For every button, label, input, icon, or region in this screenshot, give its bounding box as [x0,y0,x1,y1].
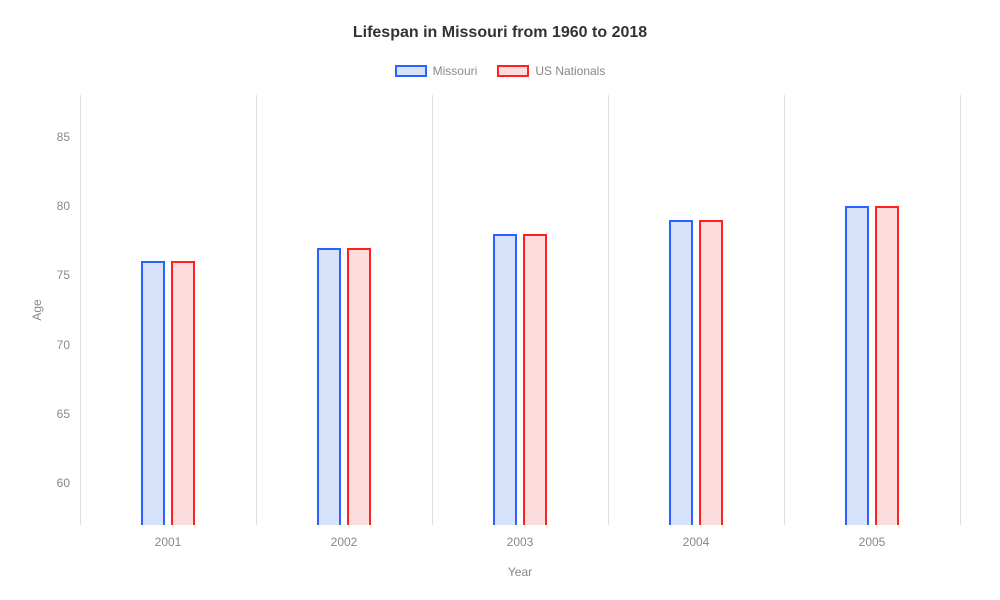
legend-swatch [395,65,427,77]
y-axis-label: Age [30,299,44,320]
bar [875,206,900,525]
gridline-vertical [256,95,257,525]
legend-item: US Nationals [497,64,605,78]
bar [171,261,196,525]
y-tick-label: 65 [57,407,80,421]
legend-swatch [497,65,529,77]
y-tick-label: 70 [57,338,80,352]
y-tick-label: 85 [57,130,80,144]
y-tick-label: 75 [57,268,80,282]
x-tick-label: 2005 [859,525,886,549]
chart-title: Lifespan in Missouri from 1960 to 2018 [0,24,1000,42]
gridline-vertical [960,95,961,525]
y-tick-label: 60 [57,476,80,490]
x-tick-label: 2001 [155,525,182,549]
x-tick-label: 2002 [331,525,358,549]
x-axis-label: Year [508,565,532,579]
bar [347,248,372,525]
x-tick-label: 2003 [507,525,534,549]
bar [845,206,870,525]
plot-area: 60657075808520012002200320042005 [80,95,960,525]
y-tick-label: 80 [57,199,80,213]
chart-container: Lifespan in Missouri from 1960 to 2018 M… [0,0,1000,600]
bar [493,234,518,525]
bar [141,261,166,525]
bar [523,234,548,525]
gridline-vertical [432,95,433,525]
legend-item: Missouri [395,64,478,78]
legend-label: US Nationals [535,64,605,78]
x-tick-label: 2004 [683,525,710,549]
gridline-vertical [80,95,81,525]
gridline-vertical [608,95,609,525]
gridline-vertical [784,95,785,525]
legend-label: Missouri [433,64,478,78]
bar [669,220,694,525]
legend: Missouri US Nationals [0,64,1000,78]
bar [317,248,342,525]
bar [699,220,724,525]
